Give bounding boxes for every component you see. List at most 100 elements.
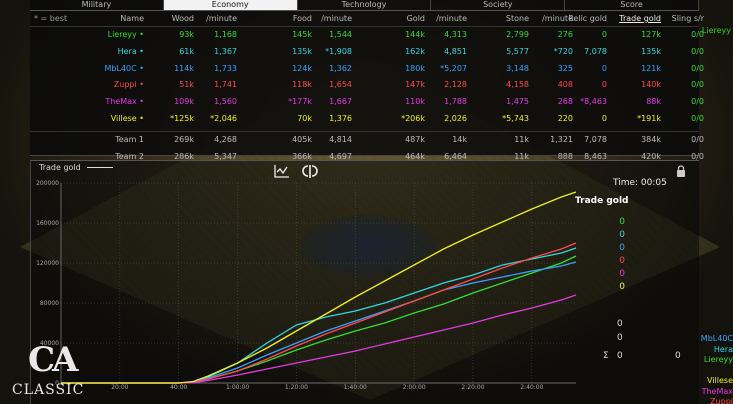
table-header: * = best Name Wood /minute Food /minute … [30, 11, 704, 27]
cell-food-rate: 1,667 [329, 97, 352, 107]
cell-sling: 0/0 [691, 80, 704, 90]
cell-gold: *206k [401, 113, 425, 123]
cell-wood: 109k [174, 97, 194, 107]
player-row: Zuppi • 51k 1,741 118k 1,654 147k 2,128 4,158 40… [30, 77, 704, 94]
cell-stone: *5,743 [502, 113, 529, 123]
cell-wood: 114k [174, 63, 194, 73]
cell-wood-rate: 1,733 [214, 63, 237, 73]
side-value: 0 [619, 269, 625, 279]
tab-military[interactable]: Military [30, 0, 164, 10]
player-row: TheMax • 109k 1,560 *177k 1,667 110k 1,788 1,47… [30, 94, 704, 111]
tab-society[interactable]: Society [431, 0, 566, 10]
tab-economy[interactable]: Economy [163, 0, 298, 10]
cell-stone: 4,158 [506, 80, 529, 90]
best-note: * = best [34, 14, 68, 23]
cell-gold-rate: 4,851 [444, 46, 467, 56]
player-rows: Liereyy • 93k 1,168 145k 1,544 144k 4,313 2,799… [30, 27, 704, 128]
cell-stone-rate: 325 [557, 63, 573, 73]
side-value: 0 [619, 256, 625, 266]
cell-stone: 5,577 [506, 46, 529, 56]
stats-panel: Military Economy Technology Society Score * … [30, 0, 704, 161]
cell-wood-rate: 1,367 [214, 46, 237, 56]
side-value: 0 [619, 282, 625, 292]
cell-sling: 0/0 [691, 97, 704, 107]
col-stone[interactable]: Stone [505, 14, 529, 23]
lock-icon[interactable] [676, 165, 686, 177]
cell-wood: 51k [179, 80, 194, 90]
col-relic-gold[interactable]: Relic gold [568, 14, 607, 23]
cell-sling: 0/0 [691, 151, 704, 161]
cell-stone-rate: 268 [557, 97, 573, 107]
col-food-rate[interactable]: /minute [321, 14, 352, 23]
cell-food-rate: 4,697 [329, 151, 352, 161]
cell-gold-rate: 4,313 [444, 30, 467, 39]
cell-trade-gold: 420k [641, 151, 661, 161]
sum-symbol: Σ [603, 351, 609, 361]
split-icon[interactable] [301, 164, 319, 180]
cell-wood: 269k [174, 134, 194, 144]
cell-food: 405k [292, 134, 312, 144]
sum-value: 0 [617, 351, 623, 361]
col-name[interactable]: Name [120, 14, 144, 23]
cell-food-rate: 1,544 [329, 30, 352, 39]
cell-gold-rate: 1,788 [444, 97, 467, 107]
cell-food: 366k [292, 151, 312, 161]
col-trade-gold[interactable]: Trade gold [619, 14, 661, 23]
cell-gold: 487k [405, 134, 425, 144]
col-wood-rate[interactable]: /minute [206, 14, 237, 23]
cell-wood-rate: 5,347 [214, 151, 237, 161]
line-chart-icon[interactable] [273, 164, 291, 180]
x-tick-label: 20:00 [111, 384, 128, 391]
cell-trade-gold: 121k [641, 63, 661, 73]
cell-food: 145k [292, 30, 312, 39]
sum-value-secondary: 0 [675, 351, 681, 361]
cell-stone-rate: 276 [557, 30, 573, 39]
cell-stone: 2,799 [506, 30, 529, 39]
cell-stone: 3,148 [506, 63, 529, 73]
cell-relic-gold: 0 [601, 113, 607, 123]
col-gold[interactable]: Gold [406, 14, 425, 23]
col-gold-rate[interactable]: /minute [436, 14, 467, 23]
cell-sling: 0/0 [691, 30, 704, 39]
edge-player-name [701, 366, 733, 377]
x-tick-label: 1:40:00 [344, 384, 367, 391]
tab-score[interactable]: Score [565, 0, 699, 10]
row-name: Team 2 [115, 151, 144, 161]
cell-gold: 180k [405, 63, 425, 73]
row-name: Zuppi • [113, 80, 144, 90]
tab-technology[interactable]: Technology [298, 0, 432, 10]
col-wood[interactable]: Wood [171, 14, 194, 23]
col-food[interactable]: Food [292, 14, 312, 23]
edge-player-name: Liereyy [703, 355, 733, 364]
edge-player-list: MbL40C Hera Liereyy Villese TheMax Zuppi [701, 334, 733, 404]
cell-relic-gold: 0 [601, 80, 607, 90]
x-tick-label: 2:00:00 [403, 384, 426, 391]
col-sling[interactable]: Sling s/r [671, 14, 704, 23]
cell-wood-rate: *2,046 [210, 113, 237, 123]
cell-trade-gold: 140k [641, 80, 661, 90]
cell-trade-gold: *191k [637, 113, 661, 123]
series-line-mbl40c [61, 261, 577, 384]
cell-stone: 11k [514, 151, 529, 161]
edge-player-name: Villese [707, 376, 733, 385]
player-row: MbL40C • 114k 1,733 124k 1,362 180k *5,207 3,14… [30, 61, 704, 78]
player-row: Liereyy • 93k 1,168 145k 1,544 144k 4,313 2,799… [30, 27, 704, 44]
cell-relic-gold: 0 [601, 63, 607, 73]
y-tick-label: 0 [55, 380, 59, 387]
cell-food-rate: 1,362 [329, 63, 352, 73]
cell-food-rate: *1,908 [325, 46, 352, 56]
cell-gold-rate: 2,128 [444, 80, 467, 90]
cell-sling: 0/0 [691, 113, 704, 123]
time-readout: Time: 00:05 [613, 178, 667, 188]
legend-label: Trade gold [39, 163, 81, 172]
row-name: Team 1 [115, 134, 144, 144]
cell-relic-gold: 0 [601, 30, 607, 39]
row-name: Villese • [110, 113, 144, 123]
cell-sling: 0/0 [691, 134, 704, 144]
cell-food: 124k [292, 63, 312, 73]
col-stone-rate[interactable]: /minute [542, 14, 573, 23]
trade-gold-line-chart[interactable]: 0 40000 80000 120000 160000 200000 20:00 40:00 1… [31, 161, 700, 404]
cell-food-rate: 4,814 [329, 134, 352, 144]
extra-value: 0 [617, 319, 623, 329]
logo-text: CLASSIC [12, 382, 85, 398]
